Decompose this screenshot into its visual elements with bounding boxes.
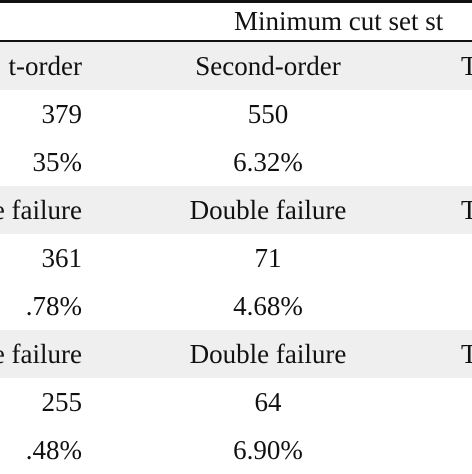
table-row: 379 550 [0, 90, 472, 138]
table-cell: 379 [41, 99, 83, 129]
table-top-rule [0, 0, 472, 3]
table-cell: T [461, 51, 472, 81]
table-cell: T [461, 339, 472, 369]
table-header-rule [0, 40, 472, 42]
table-cell: 64 [254, 387, 282, 417]
table-cell: T [461, 195, 472, 225]
table-cell: 6.90% [233, 435, 303, 465]
table-cell: 6.32% [233, 147, 303, 177]
table-cell: 35% [32, 147, 83, 177]
table-cell: 550 [247, 99, 289, 129]
table-cell: 4.68% [233, 291, 303, 321]
table-row-header-failure: e failure Double failure T [0, 186, 472, 234]
table-cell: t-order [8, 51, 82, 81]
table-row-header-failure: e failure Double failure T [0, 330, 472, 378]
table-cell: 361 [41, 243, 83, 273]
table-row: 255 64 [0, 378, 472, 426]
table-row: 361 71 [0, 234, 472, 282]
table-row-header-order: t-order Second-order T [0, 42, 472, 90]
table-cell: .78% [25, 291, 82, 321]
table-header-caption: Minimum cut set st [234, 6, 444, 36]
table-cell: 255 [41, 387, 83, 417]
table-row: .48% 6.90% [0, 426, 472, 474]
table-cell: 71 [254, 243, 282, 273]
table-row: .78% 4.68% [0, 282, 472, 330]
table-cell: e failure [0, 195, 82, 225]
table-cell: e failure [0, 339, 82, 369]
table-cell: Double failure [189, 339, 347, 369]
table-row: 35% 6.32% [0, 138, 472, 186]
table-cell: Second-order [195, 51, 341, 81]
table-cell: .48% [25, 435, 82, 465]
table-cell: Double failure [189, 195, 347, 225]
